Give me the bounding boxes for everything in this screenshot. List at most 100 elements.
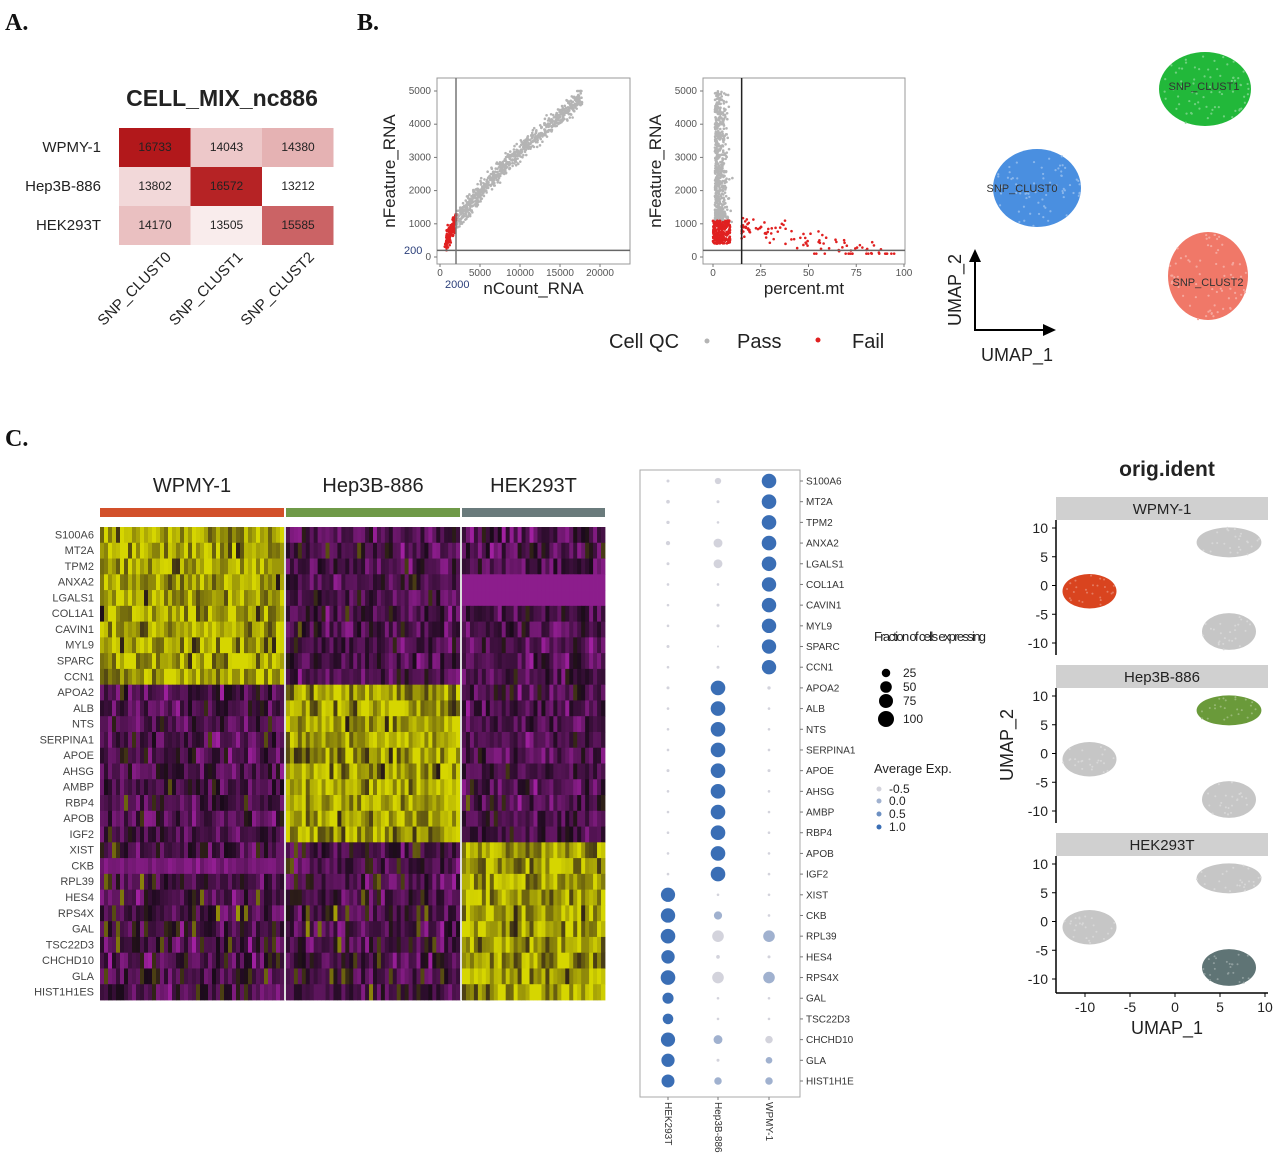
heatmap-cell <box>444 605 449 622</box>
heatmap-cell <box>517 668 522 686</box>
heatmap-cell <box>456 637 461 654</box>
heatmap-cell <box>473 842 479 859</box>
heatmap-cell <box>232 527 237 544</box>
data-point <box>722 175 725 179</box>
heatmap-cell <box>156 558 161 575</box>
heatmap-cell <box>533 684 538 701</box>
heatmap-cell <box>297 684 303 701</box>
data-point <box>457 219 461 222</box>
heatmap-cell <box>485 668 491 686</box>
heatmap-cell <box>124 653 129 670</box>
heatmap-cell <box>116 842 121 859</box>
data-point <box>783 219 787 222</box>
data-point <box>448 234 452 237</box>
data-point <box>718 237 722 241</box>
heatmap-cell <box>353 684 358 701</box>
heatmap-cell <box>136 842 141 859</box>
data-point <box>552 116 556 119</box>
heatmap-cell <box>365 668 370 686</box>
heatmap-cell <box>200 731 205 749</box>
heatmap-cell <box>525 731 530 749</box>
heatmap-cell <box>577 527 582 544</box>
heatmap-cell <box>216 779 221 796</box>
heatmap-cell <box>373 621 378 638</box>
heatmap-cell <box>424 653 429 670</box>
heatmap-cell <box>428 716 433 733</box>
heatmap-cell <box>380 747 386 764</box>
heatmap-cell <box>521 826 526 843</box>
umap-point <box>997 175 1000 178</box>
heatmap-cell <box>553 731 558 749</box>
heatmap-cell <box>601 668 606 686</box>
heatmap-cell <box>132 527 137 544</box>
data-point <box>503 170 507 173</box>
heatmap-cell <box>276 527 281 544</box>
heatmap-cell <box>392 590 398 607</box>
heatmap-cell <box>208 842 213 859</box>
heatmap-cell <box>505 716 511 733</box>
heatmap-cell <box>313 542 319 559</box>
heatmap-cell <box>132 653 137 670</box>
heatmap-cell <box>168 558 173 575</box>
heatmap-cell <box>597 527 602 544</box>
heatmap-cell <box>116 668 121 686</box>
heatmap-cell <box>505 826 511 843</box>
heatmap-cell <box>317 716 322 733</box>
data-point <box>715 201 719 205</box>
gene-label: CAVIN1 <box>55 624 94 636</box>
heatmap-cell <box>321 779 326 796</box>
heatmap-cell <box>188 731 193 749</box>
heatmap-cell <box>448 731 453 749</box>
heatmap-cell <box>497 826 503 843</box>
heatmap-cell <box>220 747 225 764</box>
heatmap-cell <box>325 763 330 780</box>
heatmap-cell <box>541 795 546 812</box>
umap-point <box>1029 212 1032 215</box>
heatmap-cell <box>361 668 366 686</box>
expression-heatmap: WPMY-1 Hep3B-886 HEK293TS100A6MT2ATPM2ANXA… <box>34 475 606 1001</box>
heatmap-cell <box>136 574 141 591</box>
heatmap-cell <box>152 684 157 701</box>
heatmap-cell <box>345 558 350 575</box>
heatmap-cell <box>452 621 457 638</box>
heatmap-cell <box>517 842 522 859</box>
heatmap-cell <box>412 590 417 607</box>
data-point <box>511 161 514 165</box>
heatmap-cell <box>272 574 277 591</box>
umap-point <box>1193 66 1196 69</box>
heatmap-cell <box>152 590 157 607</box>
x-tick-label: 75 <box>851 268 863 279</box>
heatmap-cell <box>448 763 453 780</box>
heatmap-cell <box>408 605 413 622</box>
heatmap-cell <box>104 668 109 686</box>
data-point <box>485 180 488 183</box>
heatmap-cell <box>156 826 161 843</box>
heatmap-cell <box>573 716 578 733</box>
heatmap-cell <box>272 826 277 843</box>
heatmap-cell <box>120 731 125 749</box>
heatmap-cell <box>541 763 546 780</box>
heatmap-cell <box>513 668 519 686</box>
data-point <box>535 135 538 138</box>
heatmap-cell <box>585 731 590 749</box>
data-point <box>720 235 724 239</box>
data-point <box>503 164 506 168</box>
data-point <box>776 230 780 233</box>
heatmap-cell <box>176 574 181 591</box>
heatmap-cell <box>369 542 374 559</box>
heatmap-cell <box>144 558 149 575</box>
heatmap-cell <box>541 826 546 843</box>
heatmap-cell <box>601 810 606 827</box>
heatmap-cell <box>581 527 586 544</box>
heatmap-cell <box>128 637 133 654</box>
heatmap-cell <box>469 700 475 717</box>
heatmap-cell <box>485 590 491 607</box>
heatmap-cell <box>140 684 145 701</box>
heatmap-cell <box>268 574 273 591</box>
heatmap-cell <box>204 637 209 654</box>
heatmap-cell <box>301 637 307 654</box>
heatmap-cell <box>428 574 433 591</box>
heatmap-cell <box>252 700 257 717</box>
heatmap-cell <box>260 810 265 827</box>
gene-label: AMBP <box>63 782 94 794</box>
